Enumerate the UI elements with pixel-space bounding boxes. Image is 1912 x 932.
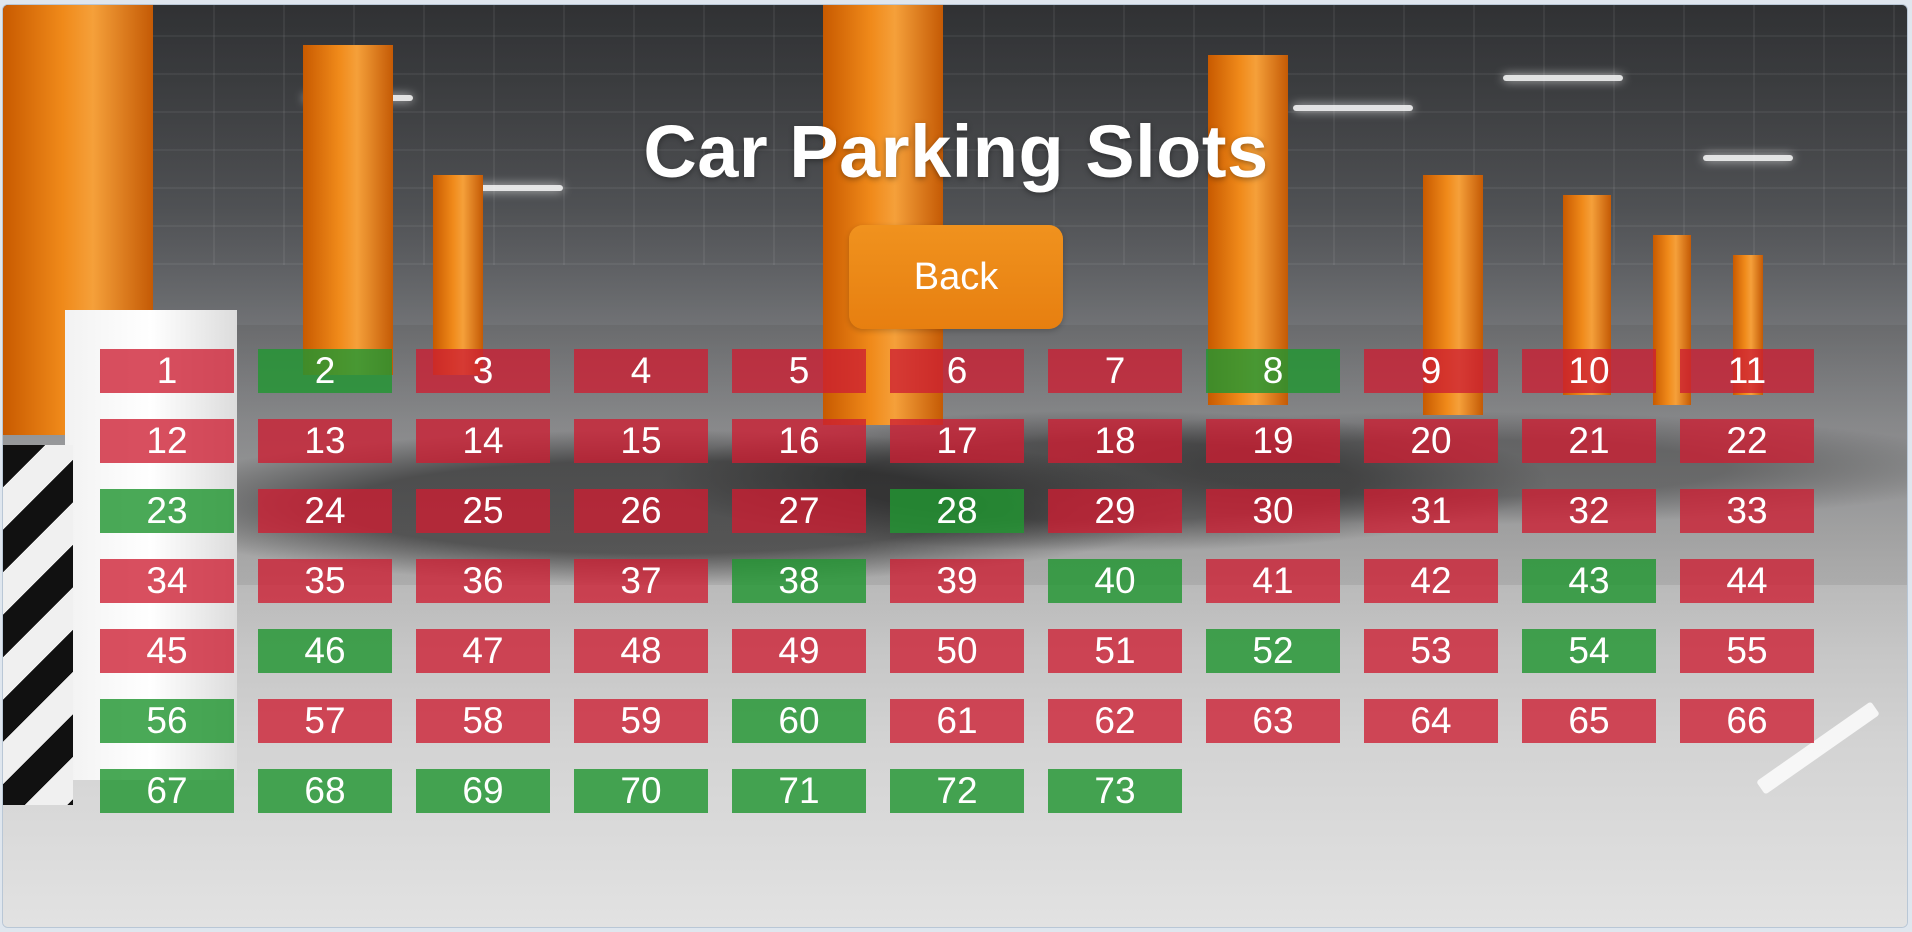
ceiling-light [1503,75,1623,81]
parking-slot-35[interactable]: 35 [258,559,392,603]
parking-slot-21[interactable]: 21 [1522,419,1656,463]
parking-slot-70[interactable]: 70 [574,769,708,813]
parking-slot-31[interactable]: 31 [1364,489,1498,533]
parking-slot-67[interactable]: 67 [100,769,234,813]
parking-slot-46[interactable]: 46 [258,629,392,673]
ceiling-light [1293,105,1413,111]
pillar [433,175,483,375]
parking-slot-50[interactable]: 50 [890,629,1024,673]
ceiling-light [473,185,563,191]
parking-slot-69[interactable]: 69 [416,769,550,813]
parking-slot-1[interactable]: 1 [100,349,234,393]
parking-slot-58[interactable]: 58 [416,699,550,743]
pillar [1208,55,1288,405]
parking-slot-25[interactable]: 25 [416,489,550,533]
parking-slot-12[interactable]: 12 [100,419,234,463]
parking-slot-49[interactable]: 49 [732,629,866,673]
parking-slot-grid: 1 2 3 4 5 6 7 8 9 10 11 12 13 14 15 16 17 18 19 20 21 22 23 24 2… [100,349,1814,813]
parking-slot-71[interactable]: 71 [732,769,866,813]
parking-slot-32[interactable]: 32 [1522,489,1656,533]
parking-slot-43[interactable]: 43 [1522,559,1656,603]
parking-slot-66[interactable]: 66 [1680,699,1814,743]
parking-slot-3[interactable]: 3 [416,349,550,393]
parking-slot-57[interactable]: 57 [258,699,392,743]
page-title: Car Parking Slots [643,110,1269,193]
parking-slot-65[interactable]: 65 [1522,699,1656,743]
parking-slot-5[interactable]: 5 [732,349,866,393]
parking-slot-63[interactable]: 63 [1206,699,1340,743]
parking-slot-15[interactable]: 15 [574,419,708,463]
parking-slot-44[interactable]: 44 [1680,559,1814,603]
parking-slot-28[interactable]: 28 [890,489,1024,533]
parking-slot-55[interactable]: 55 [1680,629,1814,673]
parking-slot-73[interactable]: 73 [1048,769,1182,813]
parking-slot-8[interactable]: 8 [1206,349,1340,393]
parking-slot-53[interactable]: 53 [1364,629,1498,673]
parking-slot-27[interactable]: 27 [732,489,866,533]
parking-slot-11[interactable]: 11 [1680,349,1814,393]
parking-slot-45[interactable]: 45 [100,629,234,673]
parking-slot-23[interactable]: 23 [100,489,234,533]
pillar [303,45,393,375]
parking-slot-39[interactable]: 39 [890,559,1024,603]
parking-slot-30[interactable]: 30 [1206,489,1340,533]
parking-slot-24[interactable]: 24 [258,489,392,533]
parking-slot-51[interactable]: 51 [1048,629,1182,673]
back-button[interactable]: Back [849,225,1063,329]
parking-slot-54[interactable]: 54 [1522,629,1656,673]
parking-slot-6[interactable]: 6 [890,349,1024,393]
parking-slot-34[interactable]: 34 [100,559,234,603]
parking-slot-16[interactable]: 16 [732,419,866,463]
parking-slot-19[interactable]: 19 [1206,419,1340,463]
parking-slot-14[interactable]: 14 [416,419,550,463]
ceiling-light [1703,155,1793,161]
parking-slot-68[interactable]: 68 [258,769,392,813]
parking-slot-38[interactable]: 38 [732,559,866,603]
parking-slot-48[interactable]: 48 [574,629,708,673]
parking-slot-4[interactable]: 4 [574,349,708,393]
parking-slot-22[interactable]: 22 [1680,419,1814,463]
parking-slot-33[interactable]: 33 [1680,489,1814,533]
parking-slot-17[interactable]: 17 [890,419,1024,463]
parking-slot-7[interactable]: 7 [1048,349,1182,393]
parking-slot-47[interactable]: 47 [416,629,550,673]
parking-slot-56[interactable]: 56 [100,699,234,743]
parking-slot-42[interactable]: 42 [1364,559,1498,603]
parking-slot-59[interactable]: 59 [574,699,708,743]
parking-slot-2[interactable]: 2 [258,349,392,393]
parking-slot-29[interactable]: 29 [1048,489,1182,533]
parking-slot-13[interactable]: 13 [258,419,392,463]
parking-slot-37[interactable]: 37 [574,559,708,603]
parking-slot-52[interactable]: 52 [1206,629,1340,673]
parking-slot-60[interactable]: 60 [732,699,866,743]
parking-slot-18[interactable]: 18 [1048,419,1182,463]
parking-slot-72[interactable]: 72 [890,769,1024,813]
parking-slot-61[interactable]: 61 [890,699,1024,743]
parking-slot-40[interactable]: 40 [1048,559,1182,603]
parking-slot-41[interactable]: 41 [1206,559,1340,603]
parking-slot-26[interactable]: 26 [574,489,708,533]
parking-slot-64[interactable]: 64 [1364,699,1498,743]
parking-slot-36[interactable]: 36 [416,559,550,603]
parking-slot-20[interactable]: 20 [1364,419,1498,463]
hazard-stripes [3,445,73,805]
parking-slot-10[interactable]: 10 [1522,349,1656,393]
app-window: Car Parking Slots Back 1 2 3 4 5 6 7 8 9 10 11 12 13… [2,4,1908,928]
parking-slot-9[interactable]: 9 [1364,349,1498,393]
parking-slot-62[interactable]: 62 [1048,699,1182,743]
